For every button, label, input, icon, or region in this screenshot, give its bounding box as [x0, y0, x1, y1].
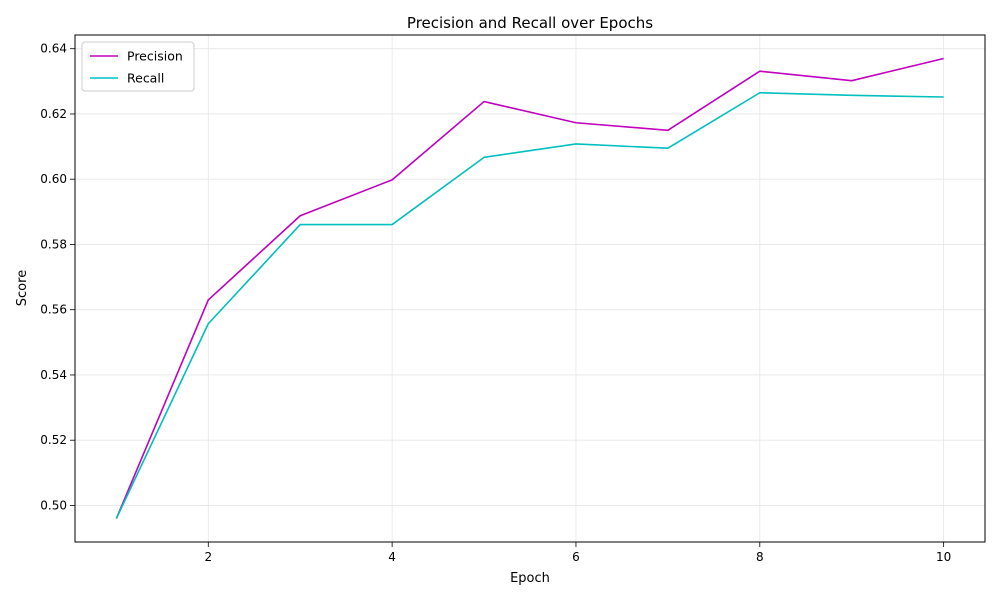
series-line-recall [115, 91, 944, 519]
x-tick-label: 8 [756, 550, 764, 564]
series-lines [115, 57, 944, 519]
x-tick-label: 2 [204, 550, 212, 564]
y-tick-label: 0.54 [40, 368, 67, 382]
y-tick-label: 0.56 [40, 303, 67, 317]
chart-title: Precision and Recall over Epochs [407, 14, 653, 32]
y-tick-label: 0.50 [40, 498, 67, 512]
legend-label-precision: Precision [127, 49, 183, 64]
legend: Precision Recall [81, 41, 195, 92]
x-tick-label: 10 [936, 550, 951, 564]
y-tick-label: 0.58 [40, 237, 67, 251]
y-tick-label: 0.52 [40, 433, 67, 447]
y-tick-label: 0.62 [40, 107, 67, 121]
x-tick-label: 4 [388, 550, 396, 564]
axis-ticks: 2 4 6 8 10 0.50 0.52 0.54 0.56 0.58 0.60 0.62 0.64 [40, 42, 951, 564]
y-tick-label: 0.60 [40, 172, 67, 186]
x-axis-label: Epoch [510, 571, 550, 586]
plot-frame [74, 34, 986, 543]
legend-label-recall: Recall [127, 71, 164, 86]
grid [75, 35, 985, 542]
x-tick-label: 6 [572, 550, 580, 564]
series-line-precision [115, 57, 944, 519]
y-axis-label: Score [15, 270, 30, 306]
y-tick-label: 0.64 [40, 42, 67, 56]
